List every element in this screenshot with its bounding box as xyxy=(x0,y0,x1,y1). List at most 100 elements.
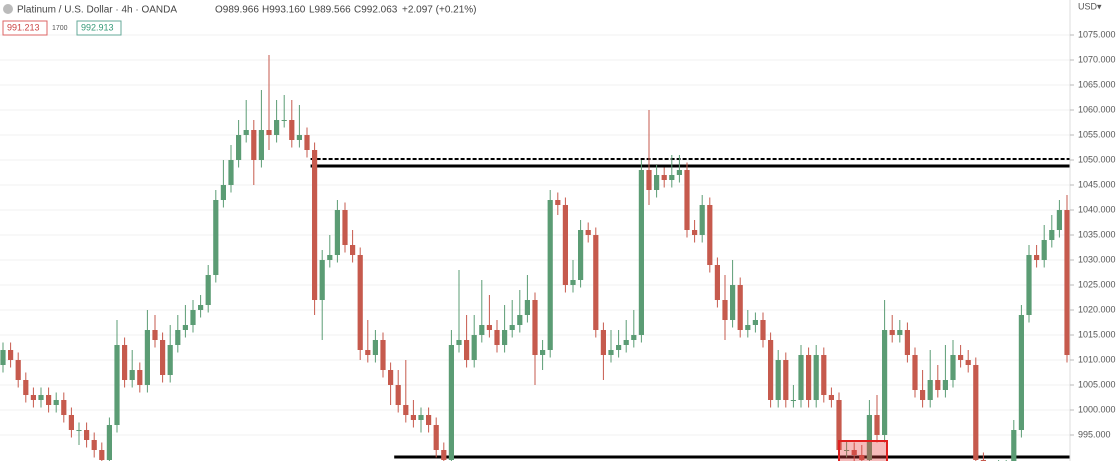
candle-body xyxy=(68,415,74,430)
candle-body xyxy=(258,130,264,160)
candle-body xyxy=(312,150,318,300)
candle-body xyxy=(479,325,485,335)
candle-body xyxy=(676,170,682,175)
candle-body xyxy=(486,325,492,330)
candle-body xyxy=(578,230,584,280)
candle-body xyxy=(616,345,622,350)
candles xyxy=(0,55,1070,461)
y-tick-label: 1055.000 xyxy=(1078,129,1116,139)
candle-body xyxy=(410,415,416,420)
candle-body xyxy=(494,330,500,345)
candle-body xyxy=(585,230,591,235)
candle-body xyxy=(555,200,561,205)
candle-body xyxy=(319,260,325,300)
candle-body xyxy=(61,400,67,415)
candle-body xyxy=(175,330,181,345)
y-tick-label: 1050.000 xyxy=(1078,154,1116,164)
candle-body xyxy=(927,380,933,400)
candle-body xyxy=(76,430,82,431)
candle-body xyxy=(0,350,6,365)
symbol: Platinum / U.S. Dollar · 4h · OANDA xyxy=(17,5,177,16)
candle-body xyxy=(517,315,523,325)
y-tick-label: 1070.000 xyxy=(1078,54,1116,64)
candle-body xyxy=(205,275,211,305)
candle-body xyxy=(365,350,371,355)
candle-body xyxy=(236,135,242,160)
candle-body xyxy=(897,330,903,335)
candle-body xyxy=(350,245,356,255)
candle-body xyxy=(281,120,287,121)
candle-body xyxy=(631,335,637,340)
ohlc-close: C992.063 xyxy=(354,5,398,16)
spread: 1700 xyxy=(52,25,68,32)
candle-body xyxy=(220,185,226,200)
price-axis: 995.000 1000.000 1005.000 1010.000 1015.000 1… xyxy=(1070,29,1116,439)
y-tick-label: 1000.000 xyxy=(1078,404,1116,414)
candle-body xyxy=(866,415,872,460)
candle-body xyxy=(958,355,964,360)
candle-body xyxy=(38,395,44,400)
candle-body xyxy=(426,415,432,425)
candle-body xyxy=(661,175,667,180)
candle-body xyxy=(806,355,812,400)
y-tick-label: 1040.000 xyxy=(1078,204,1116,214)
ohlc-open: O989.966 xyxy=(215,5,259,16)
candle-body xyxy=(524,300,530,315)
candle-body xyxy=(228,160,234,185)
candle-body xyxy=(1056,210,1062,230)
y-tick-label: 1030.000 xyxy=(1078,254,1116,264)
symbol-icon[interactable] xyxy=(3,4,13,14)
candle-body xyxy=(190,310,196,325)
currency[interactable]: USD▾ xyxy=(1078,1,1102,11)
candle-body xyxy=(752,320,758,325)
candle-body xyxy=(813,355,819,400)
candle-body xyxy=(638,170,644,335)
candle-body xyxy=(730,285,736,320)
candle-body xyxy=(600,330,606,355)
candle-body xyxy=(942,380,948,390)
y-tick-label: 1005.000 xyxy=(1078,379,1116,389)
candle-body xyxy=(30,395,36,400)
candle-body xyxy=(608,350,614,355)
candle-body xyxy=(471,335,477,360)
candle-body xyxy=(790,400,796,401)
candle-body xyxy=(433,425,439,450)
candle-body xyxy=(327,255,333,260)
candle-body xyxy=(760,320,766,340)
candle-body xyxy=(380,340,386,370)
candle-body xyxy=(84,430,90,440)
candle-body xyxy=(965,360,971,365)
candle-body xyxy=(243,130,249,135)
candle-body xyxy=(844,450,850,451)
ohlc-low: L989.566 xyxy=(309,5,351,16)
candle-body xyxy=(15,360,21,380)
candle-body xyxy=(654,175,660,190)
candle-body xyxy=(722,300,728,320)
candle-body xyxy=(1064,210,1070,355)
y-tick-label: 1060.000 xyxy=(1078,104,1116,114)
candle-body xyxy=(623,340,629,345)
bid-box[interactable] xyxy=(2,20,48,36)
candle-body xyxy=(334,210,340,255)
candle-body xyxy=(1049,230,1055,240)
candle-body xyxy=(502,330,508,345)
ask-box[interactable] xyxy=(76,20,122,36)
candle-body xyxy=(851,450,857,455)
candle-body xyxy=(859,455,865,460)
candle-body xyxy=(388,370,394,385)
candle-body xyxy=(304,135,310,150)
candle-body xyxy=(684,170,690,230)
y-tick-label: 1015.000 xyxy=(1078,329,1116,339)
y-tick-label: 1035.000 xyxy=(1078,229,1116,239)
candle-body xyxy=(540,350,546,355)
candle-body xyxy=(821,355,827,395)
candle-body xyxy=(1011,430,1017,461)
candle-body xyxy=(448,345,454,460)
candle-body xyxy=(357,255,363,350)
candle-body xyxy=(973,365,979,460)
y-tick-label: 1020.000 xyxy=(1078,304,1116,314)
candle-body xyxy=(274,120,280,135)
candle-body xyxy=(289,120,295,140)
candle-body xyxy=(775,360,781,400)
